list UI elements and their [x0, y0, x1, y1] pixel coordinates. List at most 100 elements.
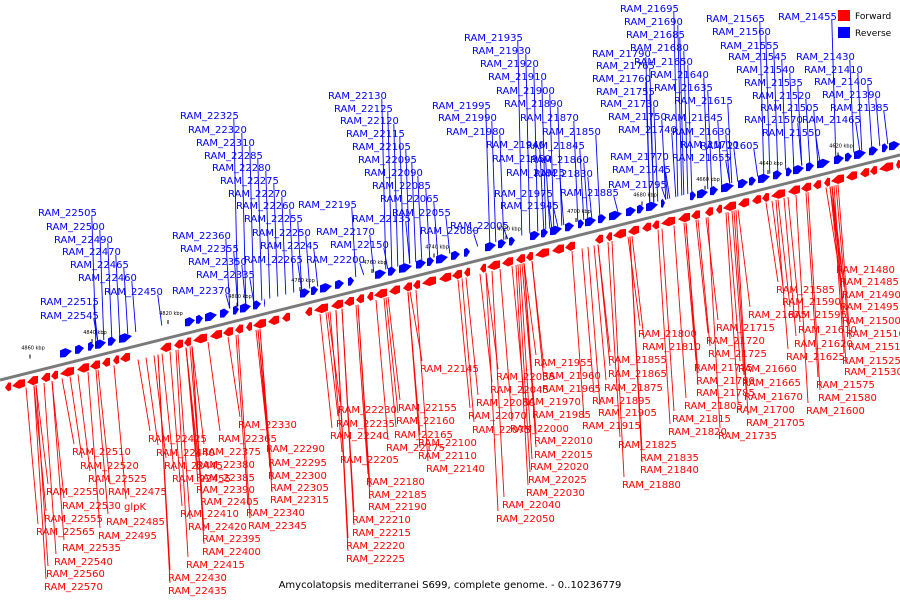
reverse-gene-arrow [464, 247, 470, 257]
reverse-gene-label: RAM_22270 [228, 189, 287, 200]
forward-leader-line [61, 378, 75, 445]
forward-gene-label: RAM_22305 [270, 483, 329, 494]
forward-gene-arrow [367, 291, 373, 301]
reverse-leader-line [241, 132, 247, 305]
reverse-leader-line [583, 162, 589, 220]
forward-labels: RAM_22510RAM_22520RAM_22525RAM_22550RAM_… [36, 265, 900, 597]
kbp-tick-label: 4780 kbp [291, 278, 315, 284]
forward-gene-label: RAM_22475 [108, 487, 167, 498]
reverse-gene-label: RAM_22260 [236, 201, 295, 212]
reverse-gene-arrow [869, 146, 878, 156]
forward-gene-label: RAM_21575 [816, 380, 875, 391]
forward-gene-arrow [535, 248, 549, 258]
reverse-leader-line [233, 118, 239, 307]
forward-gene-label: RAM_22410 [180, 509, 239, 520]
reverse-leader-line [677, 24, 683, 196]
reverse-leader-line [433, 201, 439, 257]
forward-leader-line [485, 272, 499, 512]
reverse-gene-label: RAM_21885 [560, 188, 619, 199]
reverse-leader-line [473, 233, 479, 247]
forward-gene-arrow [788, 185, 800, 195]
forward-gene-arrow [5, 382, 11, 392]
forward-leader-line [661, 228, 675, 412]
gene-arrows [5, 141, 900, 392]
reverse-leader-line [241, 264, 247, 305]
forward-gene-label: RAM_22510 [72, 447, 131, 458]
legend-forward-swatch [838, 10, 850, 21]
kbp-tick-label: 4800 kbp [228, 294, 252, 300]
reverse-leader-line [503, 228, 509, 240]
forward-leader-line [191, 345, 205, 545]
reverse-gene-label: RAM_21990 [438, 113, 497, 124]
reverse-gene-arrow [793, 165, 804, 175]
forward-gene-arrow [752, 195, 761, 205]
reverse-leader-line [789, 72, 795, 168]
forward-gene-label: RAM_22075 [472, 425, 531, 436]
reverse-gene-arrow [710, 186, 718, 196]
reverse-gene-label: RAM_22055 [392, 208, 451, 219]
forward-leader-line [629, 236, 643, 463]
forward-gene-label: RAM_22495 [98, 531, 157, 542]
reverse-leader-line [725, 134, 731, 184]
reverse-gene-arrow [498, 239, 506, 249]
reverse-gene-label: RAM_21980 [446, 127, 505, 138]
forward-gene-label: RAM_22235 [336, 419, 395, 430]
reverse-gene-label: RAM_21385 [830, 103, 889, 114]
reverse-leader-line [533, 66, 539, 232]
forward-gene-label: RAM_21515 [848, 342, 900, 353]
reverse-leader-line [265, 170, 271, 299]
forward-leader-line [43, 382, 57, 555]
forward-leader-line [157, 354, 171, 584]
forward-leader-line [707, 216, 721, 429]
forward-gene-arrow [771, 189, 785, 199]
forward-gene-label: RAM_22415 [186, 560, 245, 571]
forward-gene-label: RAM_22230 [338, 405, 397, 416]
reverse-gene-label: RAM_21765 [596, 61, 655, 72]
forward-gene-arrow [595, 234, 603, 244]
reverse-gene-label: RAM_21615 [674, 96, 733, 107]
forward-leader-line [357, 304, 371, 500]
forward-gene-arrow [113, 355, 119, 365]
forward-gene-label: RAM_22390 [196, 485, 255, 496]
reverse-gene-arrow [749, 176, 756, 186]
reverse-gene-arrow [416, 259, 426, 269]
forward-leader-line [825, 187, 839, 263]
forward-leader-line [835, 184, 849, 327]
forward-gene-arrow [356, 294, 364, 304]
reverse-leader-line [703, 77, 709, 190]
forward-gene-label: RAM_22565 [36, 527, 95, 538]
reverse-leader-line [225, 293, 231, 309]
forward-leader-line [235, 334, 249, 506]
reverse-leader-line [717, 120, 723, 186]
reverse-gene-label: RAM_21570 [744, 115, 803, 126]
reverse-gene-arrow [697, 189, 708, 199]
reverse-gene-label: RAM_21655 [672, 153, 731, 164]
reverse-leader-line [855, 122, 861, 152]
forward-gene-label: RAM_22020 [530, 462, 589, 473]
forward-leader-line [479, 273, 493, 383]
kbp-tick-label: 4660 kbp [696, 177, 720, 183]
reverse-leader-line [725, 160, 731, 184]
reverse-leader-line [405, 221, 411, 264]
reverse-gene-label: RAM_22490 [54, 235, 113, 246]
forward-gene-label: RAM_21895 [592, 396, 651, 407]
reverse-gene-label: RAM_21940 [486, 140, 545, 151]
reverse-gene-label: RAM_22370 [172, 286, 231, 297]
forward-leader-line [25, 387, 39, 525]
forward-gene-label: RAM_21660 [738, 364, 797, 375]
forward-gene-arrow [120, 352, 130, 363]
legend: Forward Reverse [838, 10, 892, 39]
forward-leader-line [517, 264, 531, 473]
reverse-leader-line [273, 183, 279, 297]
forward-gene-label: RAM_21905 [598, 408, 657, 419]
reverse-gene-arrow [530, 230, 540, 241]
kbp-tick-label: 4820 kbp [159, 311, 183, 317]
forward-gene-label: RAM_22485 [106, 517, 165, 528]
forward-leader-line [329, 311, 343, 453]
forward-leader-line [355, 304, 369, 475]
forward-gene-label: RAM_22025 [528, 475, 587, 486]
reverse-gene-arrow [88, 341, 94, 351]
forward-leader-line [673, 225, 687, 399]
forward-gene-label: RAM_21805 [684, 401, 743, 412]
forward-gene-arrow [223, 327, 233, 337]
